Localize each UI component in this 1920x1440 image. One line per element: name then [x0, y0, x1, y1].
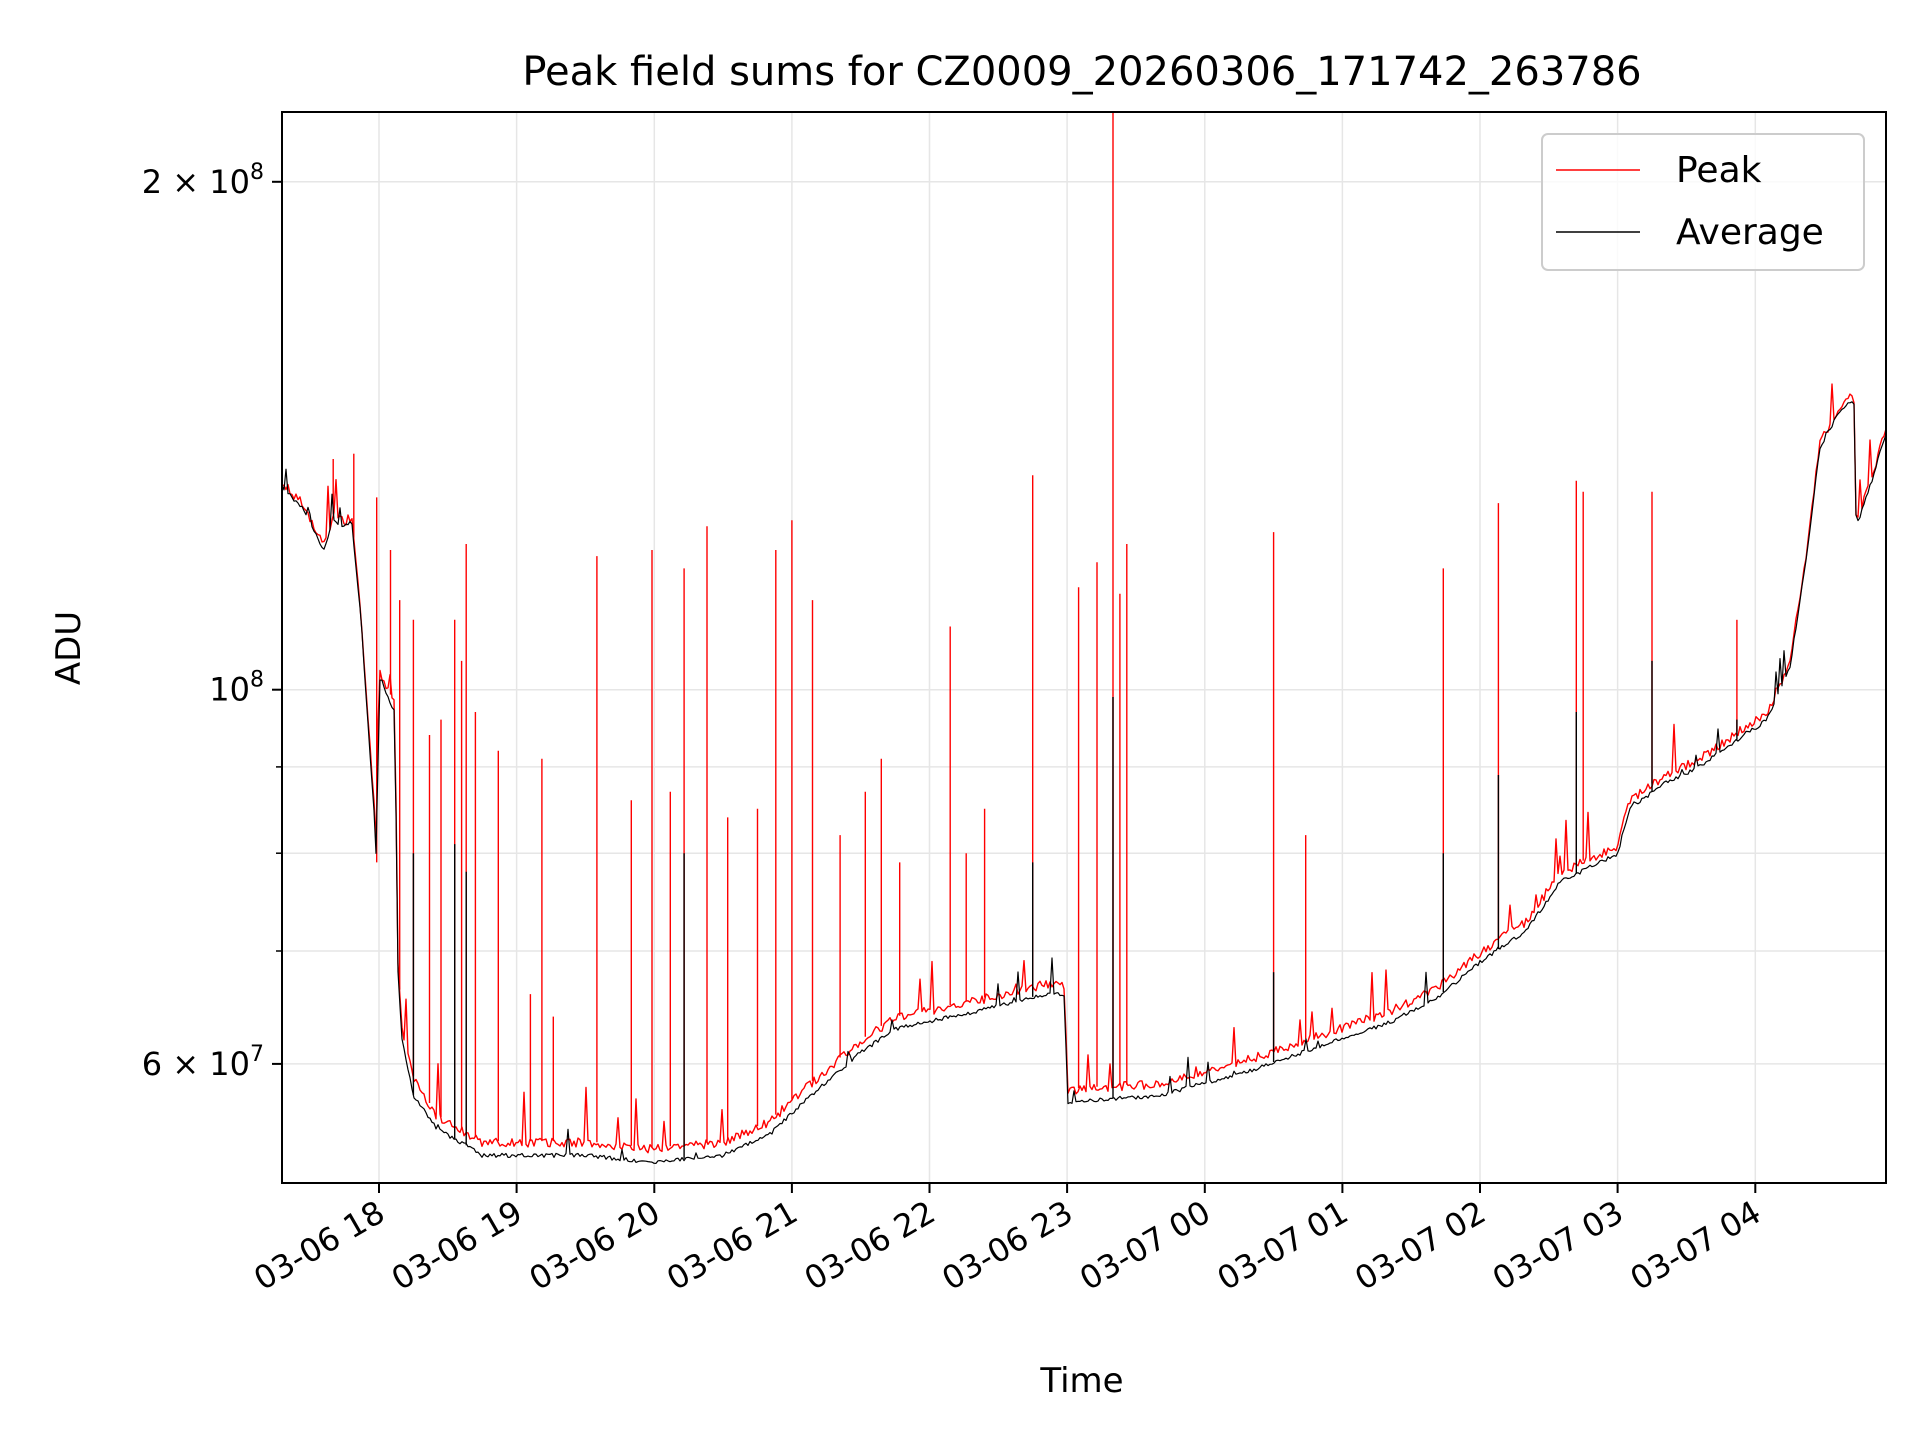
x-axis-label: Time	[1039, 1361, 1123, 1401]
average-series-line	[282, 401, 1886, 1164]
legend: Peak Average	[1541, 133, 1865, 271]
series-layer	[282, 112, 1886, 1164]
plot-frame	[281, 111, 1887, 1184]
legend-box	[1541, 133, 1865, 271]
peak-series-line	[282, 383, 1886, 1154]
y-axis-label: ADU	[49, 611, 89, 685]
y-tick-label: 6 × 107	[142, 1042, 264, 1083]
legend-peak-label: Peak	[1676, 150, 1762, 191]
chart-title: Peak field sums for CZ0009_20260306_1717…	[522, 49, 1641, 95]
legend-average-label: Average	[1676, 212, 1824, 253]
y-tick-label: 2 × 108	[142, 160, 264, 201]
